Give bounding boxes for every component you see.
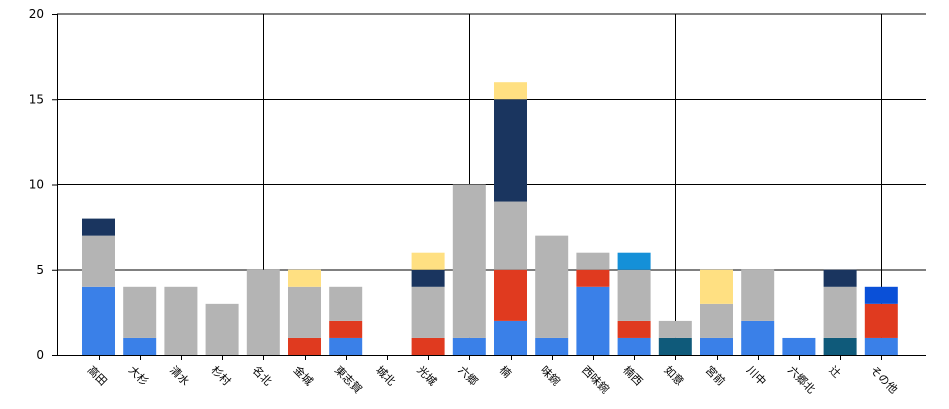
bar-series [82, 82, 898, 355]
bar-segment [576, 286, 610, 355]
bar-segment [411, 286, 445, 338]
y-tick-label: 5 [36, 263, 44, 277]
x-category-label: 西味鋺 [579, 363, 612, 396]
bar-segment [494, 82, 527, 100]
bar-segment [329, 320, 363, 338]
bar-segment [164, 286, 198, 355]
bar-segment [617, 252, 651, 270]
x-category-label: 川中 [744, 364, 769, 389]
bar-segment [823, 286, 857, 338]
x-category-label: 味鋺 [538, 363, 563, 388]
x-category-label: 宮前 [703, 363, 728, 388]
bar-segment [741, 320, 775, 355]
bar-segment [741, 269, 775, 321]
bar-segment [494, 99, 527, 202]
bar-segment [288, 337, 321, 355]
y-tick-label: 0 [36, 348, 44, 362]
x-category-label: 高田 [85, 363, 110, 388]
axes [52, 14, 926, 360]
bar-segment [535, 337, 569, 355]
x-category-label: 楠 [497, 363, 515, 381]
bar-segment [288, 286, 321, 338]
x-category-label: 六郷 [456, 363, 481, 388]
x-category-label: 杉村 [208, 363, 233, 388]
bar-segment [205, 303, 239, 355]
bar-segment [452, 184, 486, 338]
bar-segment [658, 320, 692, 338]
bar-segment [82, 218, 115, 236]
bar-segment [864, 303, 898, 338]
bar-segment [864, 286, 898, 304]
bar-segment [82, 286, 115, 355]
bar-segment [617, 320, 651, 338]
x-category-label: 光城 [414, 363, 439, 388]
x-category-label: その他 [868, 364, 901, 397]
bar-segment [700, 269, 733, 304]
bar-segment [864, 337, 898, 355]
bar-segment [535, 235, 569, 338]
bar-segment [411, 252, 445, 270]
bar-segment [494, 201, 527, 270]
bar-segment [82, 235, 115, 287]
bar-segment [452, 337, 486, 355]
x-category-label: 清水 [167, 364, 192, 389]
bar-segment [658, 337, 692, 355]
bar-segment [123, 286, 157, 338]
x-category-label: 辻 [826, 363, 844, 381]
x-category-label: 六郷北 [785, 363, 818, 396]
bar-segment [576, 269, 610, 287]
bar-segment [576, 252, 610, 270]
x-category-label: 大杉 [126, 363, 151, 388]
bar-segment [494, 320, 527, 355]
x-category-label: 城北 [373, 364, 398, 389]
x-category-label: 如意 [662, 363, 687, 388]
bar-segment [288, 269, 321, 287]
bar-segment [246, 269, 280, 355]
y-tick-label: 10 [29, 178, 44, 192]
x-category-label: 楠西 [620, 363, 645, 388]
bar-segment [700, 303, 733, 338]
bar-segment [823, 269, 857, 287]
bar-segment [617, 269, 651, 321]
bar-segment [411, 269, 445, 287]
bar-segment [494, 269, 527, 321]
bar-segment [782, 337, 816, 355]
bar-segment [700, 337, 733, 355]
y-tick-label: 20 [29, 7, 44, 21]
bar-segment [329, 286, 363, 321]
bar-segment [123, 337, 157, 355]
x-category-label: 名北 [250, 363, 275, 388]
x-category-label: 東志賀 [332, 364, 365, 397]
bar-segment [329, 337, 363, 355]
x-category-label: 金城 [291, 363, 316, 388]
y-tick-label: 15 [29, 92, 44, 106]
bar-segment [617, 337, 651, 355]
bar-segment [823, 337, 857, 355]
bar-segment [411, 337, 445, 355]
